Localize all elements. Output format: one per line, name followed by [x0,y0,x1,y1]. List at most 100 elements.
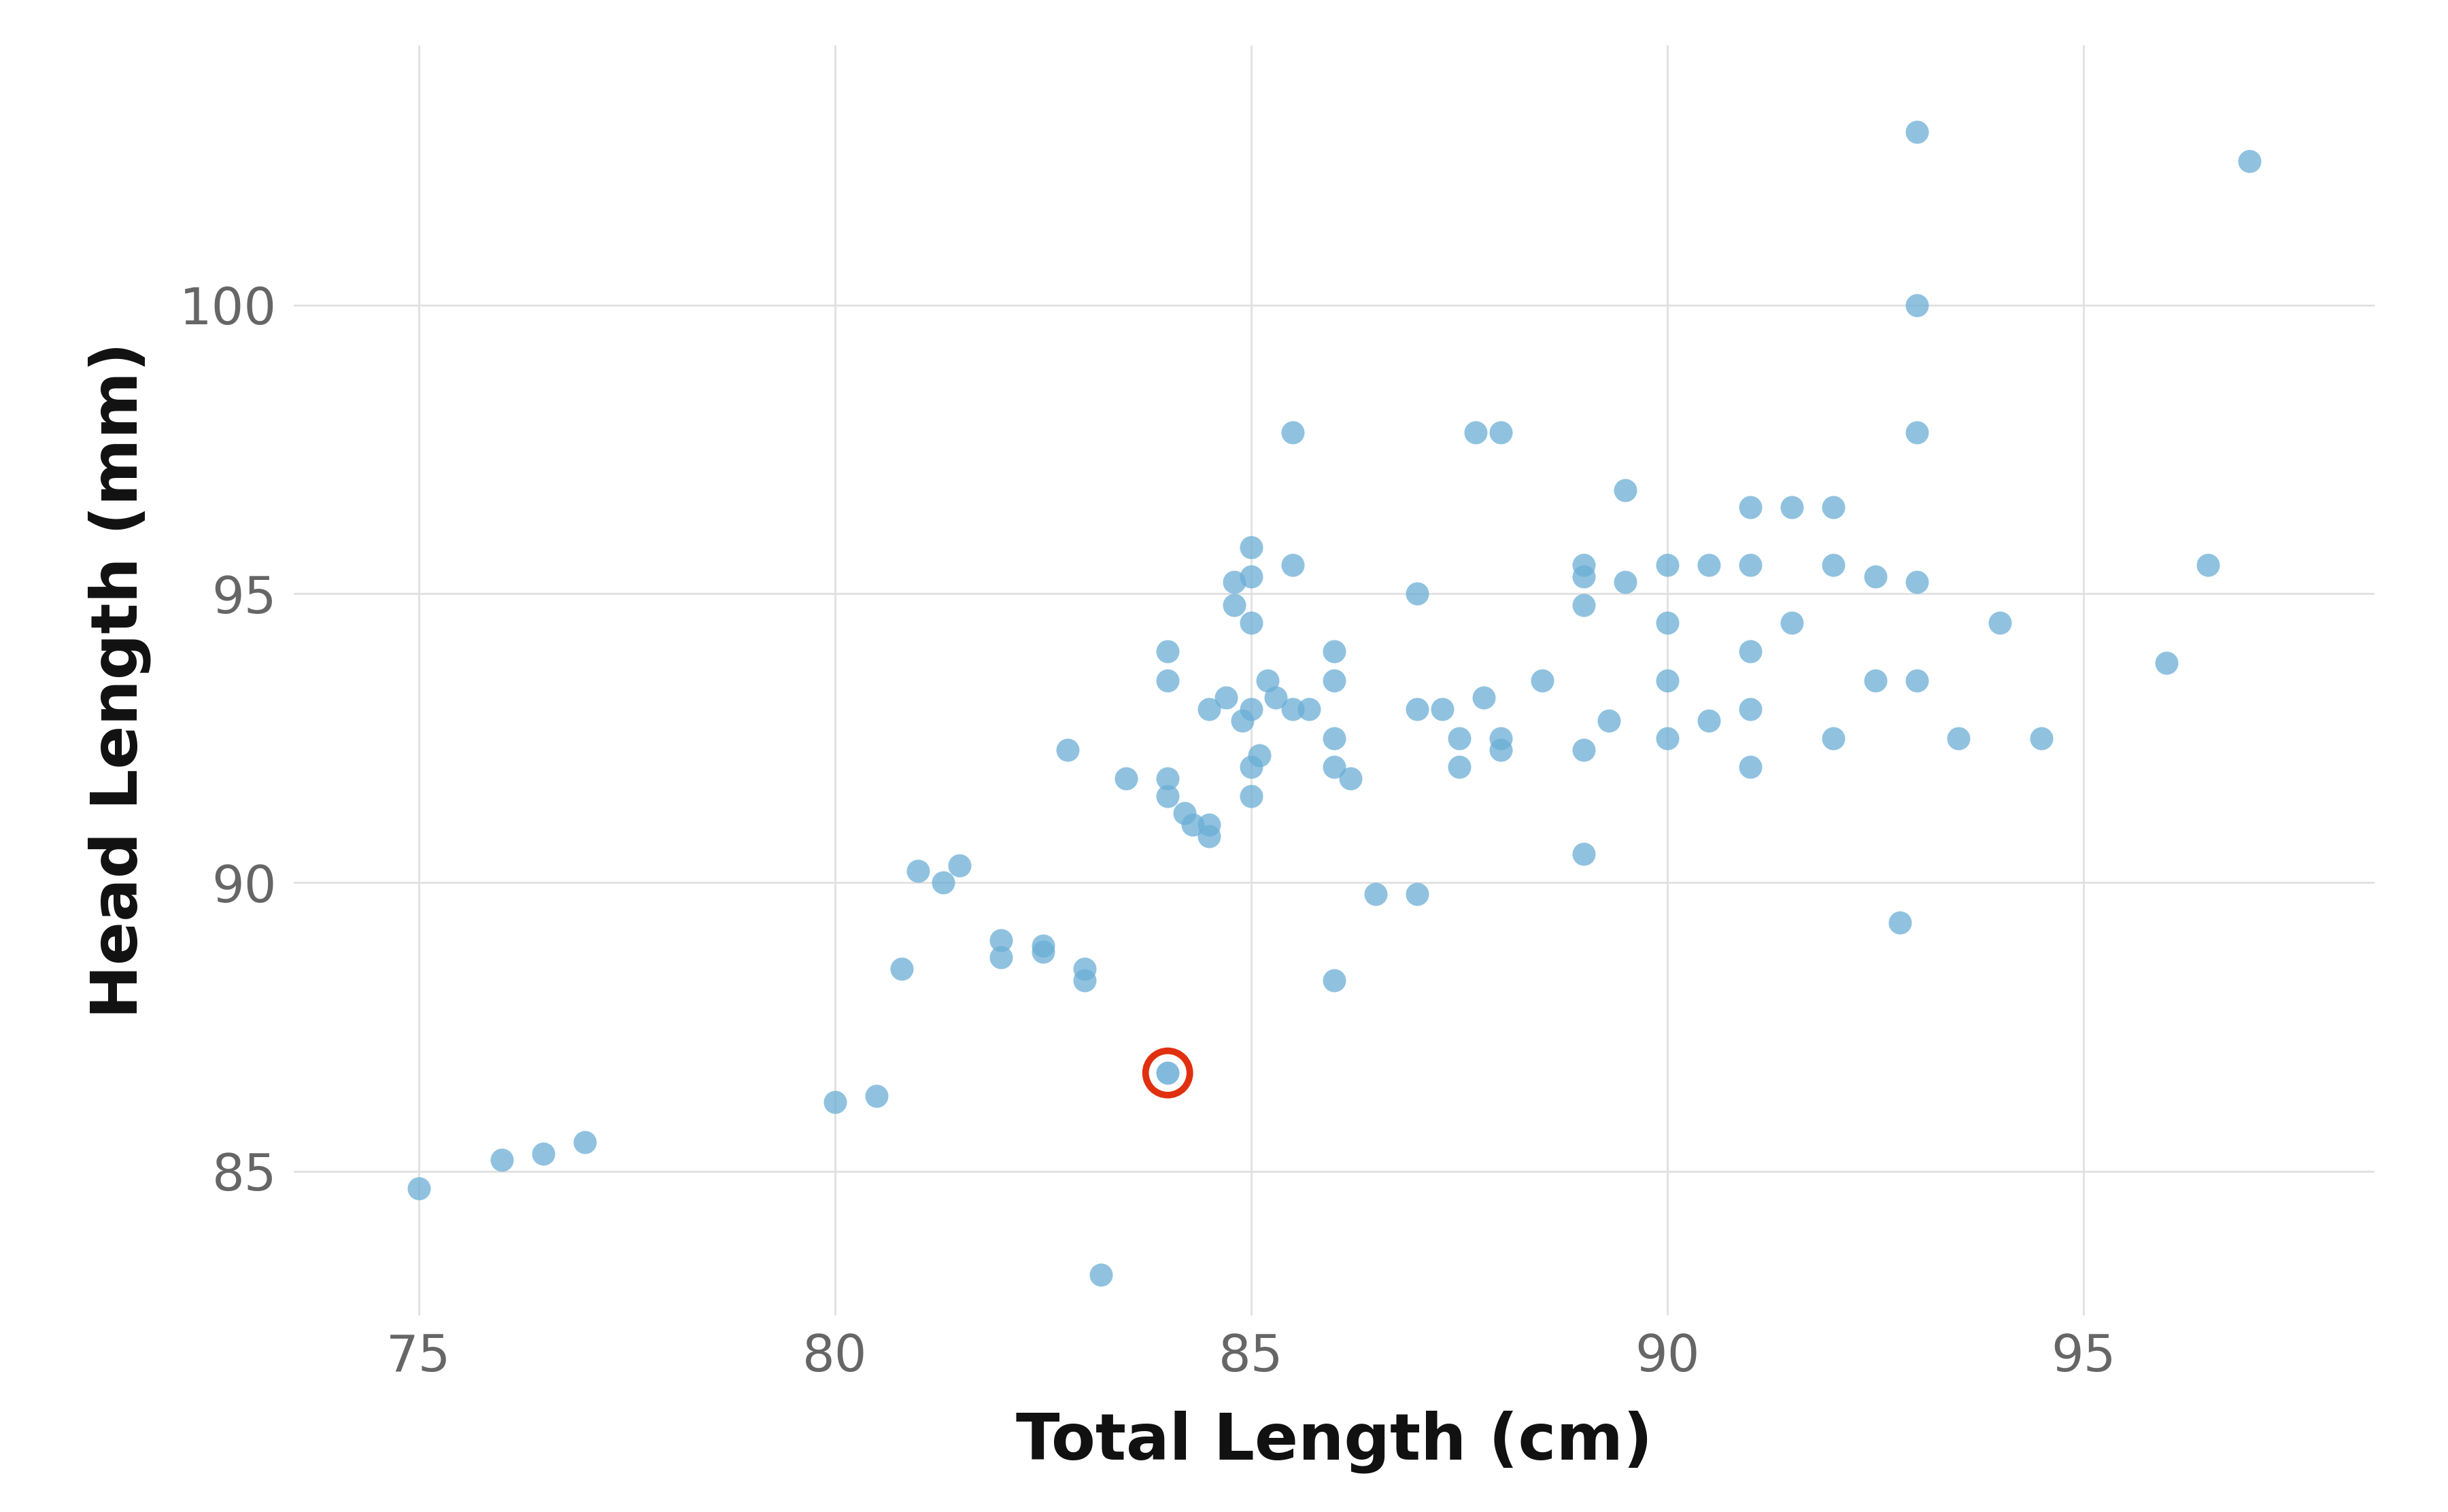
Point [1731,553,1770,578]
Point [1332,767,1371,791]
Point [1248,668,1288,692]
Point [857,1084,896,1108]
Point [1897,293,1936,318]
Point [1648,553,1687,578]
Point [1214,593,1253,617]
Point [1231,754,1271,779]
Point [524,1142,563,1166]
Point [1231,564,1271,588]
Point [1207,685,1246,709]
Point [1422,697,1461,721]
Point [1481,726,1520,750]
Point [1273,420,1312,445]
Point [1190,812,1229,836]
Point [1190,697,1229,721]
Point [1239,744,1278,768]
Point [1606,478,1645,502]
Point [815,1090,854,1114]
Point [898,859,938,883]
Point [1439,726,1479,750]
Point [2189,553,2228,578]
Point [1731,494,1770,519]
Point [982,945,1021,969]
Point [1023,939,1062,963]
Point [1880,910,1919,934]
Point [1398,881,1437,906]
Point [1814,494,1853,519]
Point [1731,754,1770,779]
Point [1731,640,1770,664]
Point [1897,119,1936,144]
Point [1457,420,1496,445]
Point [1048,738,1087,762]
Point [1464,685,1503,709]
Point [1065,969,1104,993]
Point [1231,783,1271,807]
Point [1214,570,1253,594]
Point [1564,842,1603,866]
Point [1648,611,1687,635]
Point [2147,652,2186,676]
Point [1856,668,1895,692]
Point [1315,754,1354,779]
Point [923,871,962,895]
Point [1231,697,1271,721]
Point [1315,726,1354,750]
Point [482,1148,521,1172]
Point [1814,726,1853,750]
Point [1564,593,1603,617]
Point [1398,697,1437,721]
Point [1606,570,1645,594]
Point [1256,685,1295,709]
Point [1481,738,1520,762]
Point [1273,553,1312,578]
X-axis label: Total Length (cm): Total Length (cm) [1016,1411,1652,1473]
Point [1439,754,1479,779]
Point [399,1176,438,1201]
Point [1564,738,1603,762]
Point [1148,1061,1187,1086]
Point [1148,668,1187,692]
Point [1023,934,1062,959]
Point [1148,640,1187,664]
Point [1897,668,1936,692]
Point [1897,420,1936,445]
Point [1148,1061,1187,1086]
Point [1273,697,1312,721]
Point [565,1129,605,1154]
Point [1290,697,1329,721]
Point [1082,1263,1121,1287]
Point [1173,812,1212,836]
Point [940,853,979,877]
Point [1689,709,1728,733]
Point [1589,709,1628,733]
Point [1814,553,1853,578]
Point [1231,535,1271,559]
Point [1731,697,1770,721]
Point [1648,668,1687,692]
Point [1564,553,1603,578]
Point [1564,564,1603,588]
Point [1165,801,1204,826]
Point [1772,494,1812,519]
Point [1315,668,1354,692]
Point [1231,611,1271,635]
Point [1648,726,1687,750]
Point [1190,824,1229,848]
Point [1897,570,1936,594]
Point [1148,767,1187,791]
Point [1065,957,1104,981]
Point [1939,726,1978,750]
Point [1315,969,1354,993]
Point [1523,668,1562,692]
Point [1148,783,1187,807]
Point [1224,709,1263,733]
Point [1772,611,1812,635]
Point [1398,582,1437,606]
Point [1980,611,2020,635]
Point [2230,148,2269,172]
Point [1689,553,1728,578]
Y-axis label: Head Length (mm): Head Length (mm) [88,342,152,1019]
Point [1356,881,1395,906]
Point [1106,767,1146,791]
